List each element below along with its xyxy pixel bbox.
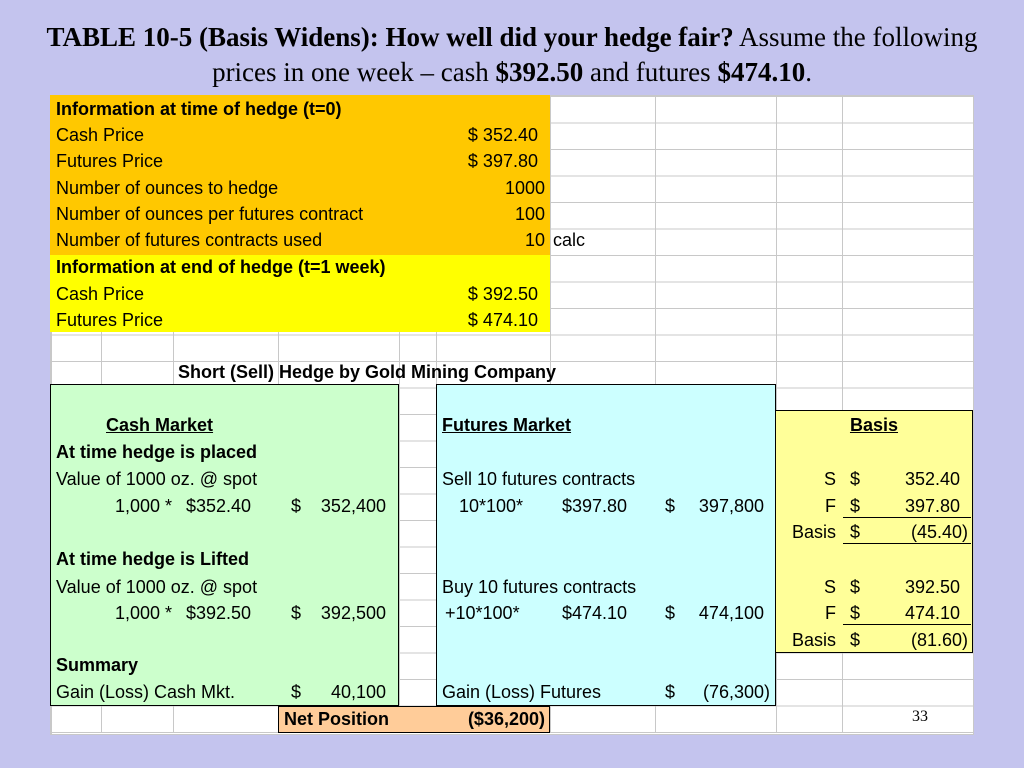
futures-buy-price: $474.10 xyxy=(562,603,628,623)
info-label: Number of ounces to hedge xyxy=(56,178,279,198)
info-value: $ 392.50 xyxy=(467,284,538,304)
cash-placed-price: $352.40 xyxy=(186,496,252,516)
calc-note: calc xyxy=(553,230,586,250)
cash-lifted-total-sym: $ xyxy=(291,603,302,623)
title-cash: $392.50 xyxy=(495,57,584,87)
cash-placed-qty: 1,000 * xyxy=(114,496,172,516)
basis-value: 397.80 xyxy=(904,496,960,516)
section-title: Short (Sell) Hedge by Gold Mining Compan… xyxy=(178,362,557,382)
title-text: Assume the following prices in one week … xyxy=(212,22,978,87)
end-info-header: Information at end of hedge (t=1 week) xyxy=(56,257,386,277)
info-value: 1000 xyxy=(504,178,545,198)
cash-lifted-desc: Value of 1000 oz. @ spot xyxy=(56,577,258,597)
cash-market-header: Cash Market xyxy=(106,415,214,435)
grid-column-line xyxy=(399,95,400,733)
info-value: 10 xyxy=(524,230,545,250)
futures-sell-qty: 10*100* xyxy=(459,496,524,516)
basis-sym: $ xyxy=(850,469,861,489)
info-value: $ 397.80 xyxy=(467,151,538,171)
futures-gain-sym: $ xyxy=(665,682,676,702)
futures-sell-desc: Sell 10 futures contracts xyxy=(442,469,636,489)
slide-number: 33 xyxy=(912,708,928,725)
basis-label: S xyxy=(823,577,836,597)
basis-header: Basis xyxy=(849,415,899,435)
info-label: Number of ounces per futures contract xyxy=(56,204,364,224)
futures-buy-qty: +10*100* xyxy=(445,603,520,623)
cash-gain-label: Gain (Loss) Cash Mkt. xyxy=(56,682,236,702)
title-end: . xyxy=(805,57,812,87)
basis-value: 352.40 xyxy=(904,469,960,489)
futures-market-panel xyxy=(436,384,776,706)
hedge-info-header: Information at time of hedge (t=0) xyxy=(56,99,342,119)
basis-label: F xyxy=(825,603,836,623)
futures-sell-price: $397.80 xyxy=(562,496,628,516)
summary-header: Summary xyxy=(56,655,139,675)
cash-gain-sym: $ xyxy=(291,682,302,702)
basis-label: F xyxy=(825,496,836,516)
cash-lifted-price: $392.50 xyxy=(186,603,252,623)
placed-header: At time hedge is placed xyxy=(56,442,258,462)
basis-underline xyxy=(843,600,971,625)
basis-sym: $ xyxy=(850,577,861,597)
basis-value: (81.60) xyxy=(910,630,968,650)
cash-lifted-total: 392,500 xyxy=(320,603,386,623)
cash-placed-desc: Value of 1000 oz. @ spot xyxy=(56,469,258,489)
cash-market-panel xyxy=(50,384,399,706)
info-value: $ 474.10 xyxy=(467,310,538,330)
basis-value: 474.10 xyxy=(904,603,960,623)
net-position-value: ($36,200) xyxy=(467,709,545,729)
basis-value: (45.40) xyxy=(910,522,968,542)
futures-buy-total-sym: $ xyxy=(665,603,676,623)
title-and: and futures xyxy=(583,57,718,87)
net-position-label: Net Position xyxy=(284,709,390,729)
info-value: $ 352.40 xyxy=(467,125,538,145)
info-label: Cash Price xyxy=(56,125,145,145)
title-futures: $474.10 xyxy=(717,57,806,87)
cash-lifted-qty: 1,000 * xyxy=(114,603,172,623)
futures-sell-total: 397,800 xyxy=(698,496,764,516)
futures-buy-desc: Buy 10 futures contracts xyxy=(442,577,637,597)
lifted-header: At time hedge is Lifted xyxy=(56,549,250,569)
cash-placed-total: 352,400 xyxy=(320,496,386,516)
hedge-info-panel xyxy=(50,95,550,255)
title-bold: TABLE 10-5 (Basis Widens): How well did … xyxy=(46,22,734,52)
futures-gain-value: (76,300) xyxy=(702,682,770,702)
basis-panel xyxy=(776,410,973,653)
basis-label: S xyxy=(823,469,836,489)
futures-sell-total-sym: $ xyxy=(665,496,676,516)
basis-underline xyxy=(843,493,971,518)
cash-placed-total-sym: $ xyxy=(291,496,302,516)
basis-sym: $ xyxy=(850,630,861,650)
slide-title: TABLE 10-5 (Basis Widens): How well did … xyxy=(20,20,1004,90)
futures-market-header: Futures Market xyxy=(442,415,572,435)
info-label: Futures Price xyxy=(56,310,164,330)
basis-label: Basis xyxy=(791,522,836,542)
basis-sym: $ xyxy=(850,522,861,542)
info-value: 100 xyxy=(514,204,545,224)
basis-value: 392.50 xyxy=(904,577,960,597)
info-label: Futures Price xyxy=(56,151,164,171)
cash-gain-value: 40,100 xyxy=(330,682,386,702)
basis-underline xyxy=(843,519,971,544)
basis-label: Basis xyxy=(791,630,836,650)
basis-sym: $ xyxy=(850,496,861,516)
end-info-panel xyxy=(50,255,550,332)
futures-gain-label: Gain (Loss) Futures xyxy=(442,682,602,702)
info-label: Number of futures contracts used xyxy=(56,230,323,250)
basis-sym: $ xyxy=(850,603,861,623)
futures-buy-total: 474,100 xyxy=(698,603,764,623)
info-label: Cash Price xyxy=(56,284,145,304)
net-position-box xyxy=(278,706,550,733)
